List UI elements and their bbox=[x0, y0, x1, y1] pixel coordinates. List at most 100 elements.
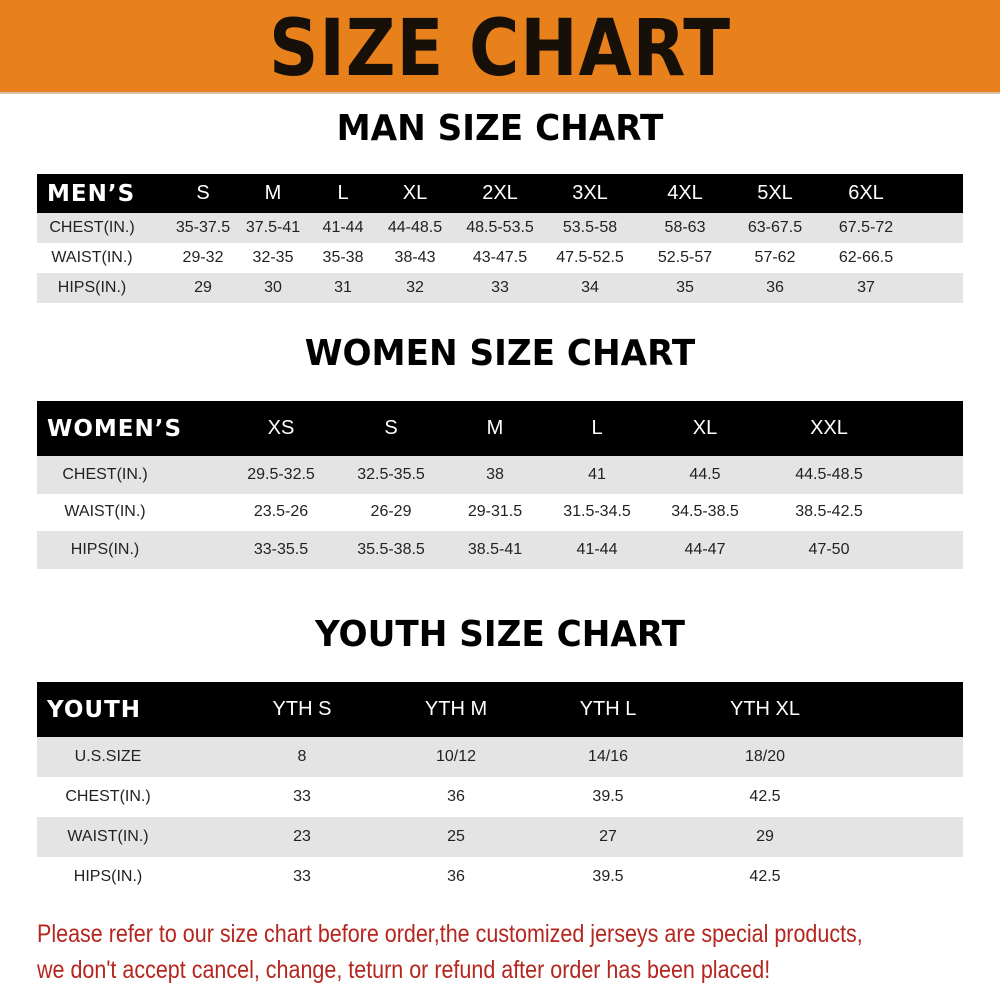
size-value: 41 bbox=[588, 465, 606, 483]
table-row: CHEST(IN.) 33 36 39.5 42.5 bbox=[37, 777, 963, 817]
row-label: CHEST(IN.) bbox=[62, 465, 148, 483]
size-header: S bbox=[196, 182, 210, 204]
size-value: 36 bbox=[766, 279, 784, 296]
size-header: YTH L bbox=[579, 698, 637, 720]
size-value: 38.5-41 bbox=[467, 540, 523, 558]
size-value: 23.5-26 bbox=[253, 503, 309, 521]
size-header: 4XL bbox=[667, 182, 703, 204]
size-value: 29 bbox=[756, 828, 774, 845]
size-value: 47.5-52.5 bbox=[556, 249, 624, 266]
table-row: WAIST(IN.) 23.5-26 26-29 29-31.5 31.5-34.5 34… bbox=[37, 493, 963, 531]
size-header: YTH XL bbox=[729, 698, 801, 720]
size-value: 33 bbox=[293, 788, 311, 805]
size-value: 47-50 bbox=[808, 540, 850, 558]
size-value: 18/20 bbox=[744, 748, 786, 765]
size-header: M bbox=[264, 182, 282, 204]
table-row: HIPS(IN.) 33-35.5 35.5-38.5 38.5-41 41-44 44-… bbox=[37, 531, 963, 569]
size-value: 38 bbox=[486, 465, 504, 483]
size-value: 38-43 bbox=[394, 249, 436, 266]
size-header: 3XL bbox=[572, 182, 608, 204]
size-header: 6XL bbox=[848, 182, 884, 204]
row-label: CHEST(IN.) bbox=[49, 219, 135, 236]
size-value: 29.5-32.5 bbox=[247, 465, 315, 483]
size-value: 32.5-35.5 bbox=[357, 465, 425, 483]
row-label: WAIST(IN.) bbox=[51, 249, 133, 266]
row-label: U.S.SIZE bbox=[74, 748, 142, 765]
size-value: 37.5-41 bbox=[245, 219, 301, 236]
size-header: M bbox=[486, 417, 504, 439]
size-value: 57-62 bbox=[754, 249, 796, 266]
table-row: CHEST(IN.) 29.5-32.5 32.5-35.5 38 41 44.5 44.5… bbox=[37, 456, 963, 494]
table-row: WAIST(IN.) 23 25 27 29 bbox=[37, 817, 963, 857]
table-row: WAIST(IN.) 29-32 32-35 35-38 38-43 43-47.5 47.… bbox=[37, 243, 963, 273]
size-value: 34 bbox=[581, 279, 599, 296]
size-value: 63-67.5 bbox=[747, 219, 803, 236]
size-value: 35-37.5 bbox=[175, 219, 231, 236]
men-header-row: MEN’S S M L XL 2XL 3XL 4XL 5XL 6XL bbox=[37, 174, 963, 213]
size-header: L bbox=[337, 182, 349, 204]
size-value: 41-44 bbox=[576, 540, 618, 558]
size-value: 31 bbox=[334, 279, 352, 296]
size-header: 5XL bbox=[757, 182, 793, 204]
size-value: 36 bbox=[447, 868, 465, 885]
table-row: HIPS(IN.) 29 30 31 32 33 34 35 36 37 bbox=[37, 273, 963, 303]
size-header: 2XL bbox=[482, 182, 518, 204]
banner-title: SIZE CHART bbox=[269, 4, 731, 94]
size-value: 53.5-58 bbox=[562, 219, 618, 236]
size-value: 37 bbox=[857, 279, 875, 296]
size-value: 27 bbox=[599, 828, 617, 845]
size-value: 10/12 bbox=[435, 748, 477, 765]
size-header: YTH M bbox=[424, 698, 488, 720]
notice-line-2: we don't accept cancel, change, teturn o… bbox=[37, 956, 771, 984]
size-header: S bbox=[384, 417, 398, 439]
size-header: XL bbox=[402, 182, 428, 204]
size-value: 44-48.5 bbox=[387, 219, 443, 236]
size-value: 8 bbox=[297, 748, 307, 765]
size-value: 44.5 bbox=[689, 465, 721, 483]
size-value: 29 bbox=[194, 279, 212, 296]
size-value: 44.5-48.5 bbox=[795, 465, 863, 483]
size-value: 32-35 bbox=[252, 249, 294, 266]
size-value: 23 bbox=[293, 828, 311, 845]
size-value: 38.5-42.5 bbox=[795, 503, 863, 521]
table-row: HIPS(IN.) 33 36 39.5 42.5 bbox=[37, 857, 963, 897]
notice-line-1: Please refer to our size chart before or… bbox=[37, 920, 863, 948]
size-header: XL bbox=[692, 417, 718, 439]
women-header-row: WOMEN’S XS S M L XL XXL bbox=[37, 401, 963, 456]
size-header: YTH S bbox=[272, 698, 332, 720]
size-value: 14/16 bbox=[587, 748, 629, 765]
size-value: 30 bbox=[264, 279, 282, 296]
size-value: 39.5 bbox=[592, 788, 624, 805]
size-value: 32 bbox=[406, 279, 424, 296]
size-value: 44-47 bbox=[684, 540, 726, 558]
size-value: 34.5-38.5 bbox=[671, 503, 739, 521]
youth-section-title: YOUTH SIZE CHART bbox=[315, 614, 685, 655]
size-value: 48.5-53.5 bbox=[466, 219, 534, 236]
size-value: 25 bbox=[447, 828, 465, 845]
table-heading: WOMEN’S bbox=[47, 415, 183, 442]
size-chart-banner: SIZE CHART bbox=[0, 0, 1000, 94]
size-value: 43-47.5 bbox=[472, 249, 528, 266]
size-value: 33 bbox=[491, 279, 509, 296]
table-row: U.S.SIZE 8 10/12 14/16 18/20 bbox=[37, 737, 963, 777]
size-header: L bbox=[591, 417, 603, 439]
size-value: 52.5-57 bbox=[657, 249, 713, 266]
table-heading: MEN’S bbox=[47, 180, 136, 207]
size-value: 36 bbox=[447, 788, 465, 805]
size-value: 33 bbox=[293, 868, 311, 885]
size-value: 58-63 bbox=[664, 219, 706, 236]
size-value: 35.5-38.5 bbox=[357, 540, 425, 558]
row-label: HIPS(IN.) bbox=[73, 868, 143, 885]
size-value: 26-29 bbox=[370, 503, 412, 521]
size-header: XS bbox=[267, 417, 295, 439]
women-section-title: WOMEN SIZE CHART bbox=[304, 333, 696, 374]
size-value: 35-38 bbox=[322, 249, 364, 266]
table-row: CHEST(IN.) 35-37.5 37.5-41 41-44 44-48.5 48.5… bbox=[37, 213, 963, 243]
size-value: 42.5 bbox=[749, 868, 781, 885]
size-header: XXL bbox=[810, 417, 848, 439]
size-value: 35 bbox=[676, 279, 694, 296]
size-value: 29-32 bbox=[182, 249, 224, 266]
size-value: 29-31.5 bbox=[467, 503, 523, 521]
row-label: CHEST(IN.) bbox=[65, 788, 151, 805]
row-label: WAIST(IN.) bbox=[67, 828, 149, 845]
